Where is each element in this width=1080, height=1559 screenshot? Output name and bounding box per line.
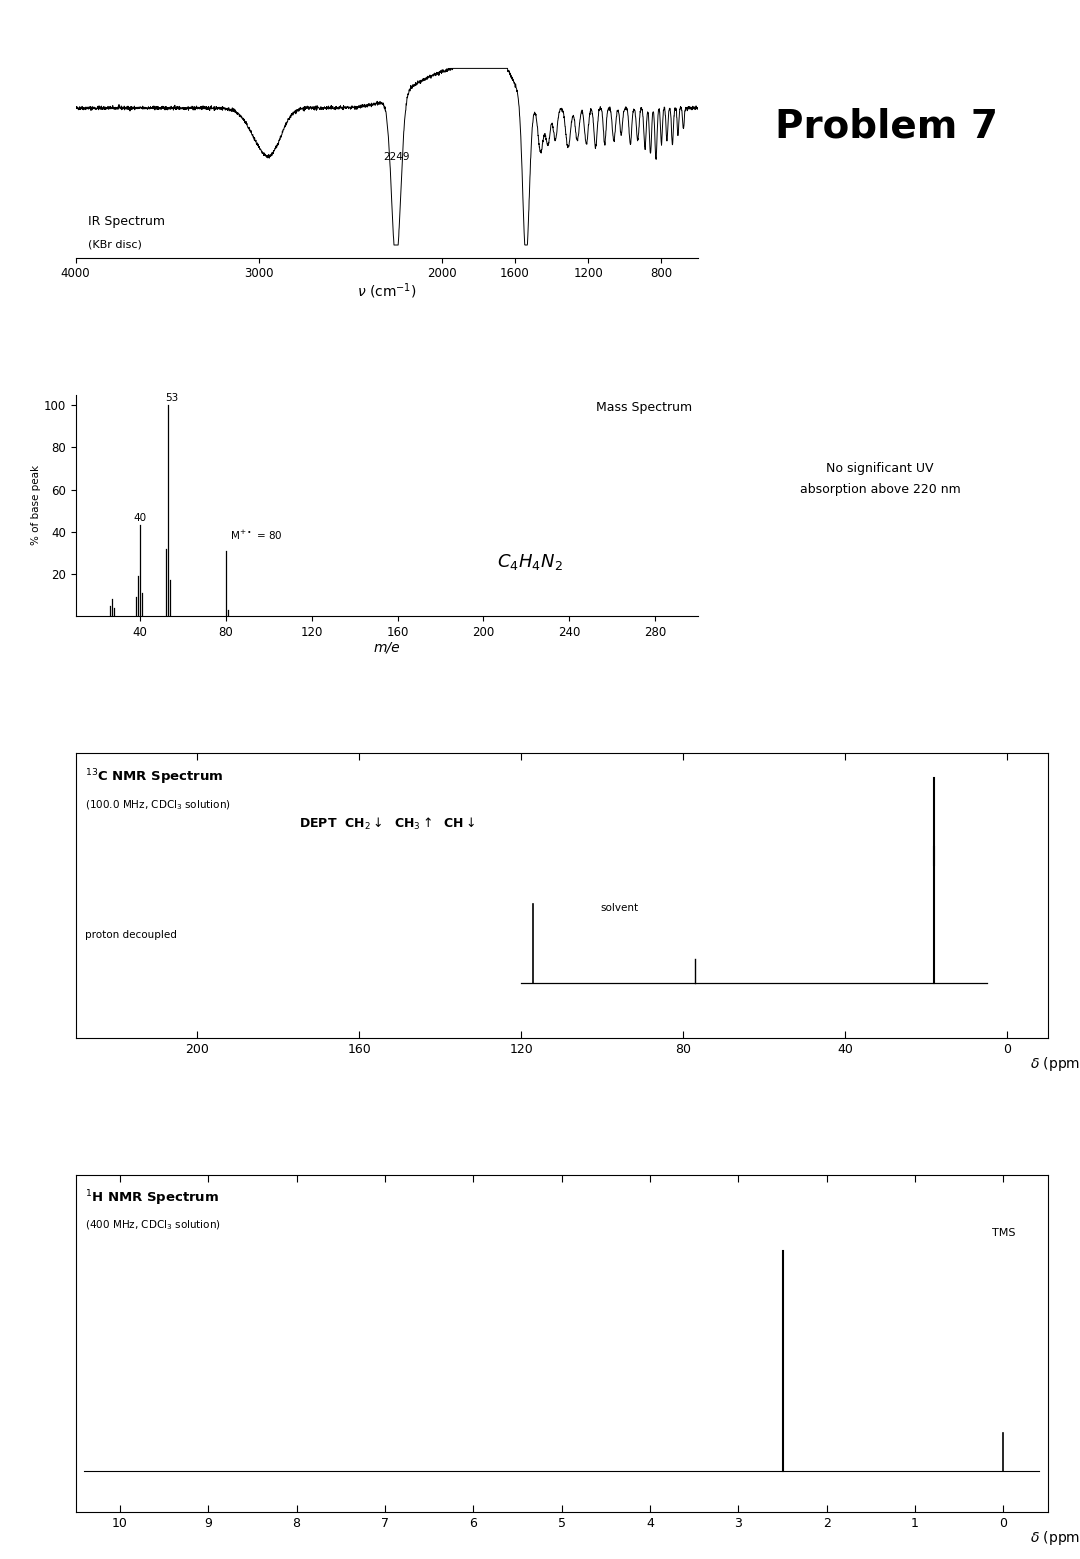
Text: $^{13}$C NMR Spectrum: $^{13}$C NMR Spectrum	[85, 767, 224, 787]
Text: Problem 7: Problem 7	[775, 108, 998, 147]
Text: M$^{+\bullet}$ = 80: M$^{+\bullet}$ = 80	[230, 529, 283, 543]
Text: 2249: 2249	[383, 153, 409, 162]
Text: C$_4$H$_4$N$_2$: C$_4$H$_4$N$_2$	[497, 552, 563, 572]
Text: DEPT  CH$_2$$\downarrow$  CH$_3$$\uparrow$  CH$\downarrow$: DEPT CH$_2$$\downarrow$ CH$_3$$\uparrow$…	[299, 815, 476, 833]
Text: 53: 53	[165, 393, 179, 404]
Text: proton decoupled: proton decoupled	[85, 931, 177, 940]
Text: TMS: TMS	[993, 1227, 1015, 1238]
Text: (100.0 MHz, CDCl$_3$ solution): (100.0 MHz, CDCl$_3$ solution)	[85, 798, 231, 812]
X-axis label: $\delta$ (ppm): $\delta$ (ppm)	[1029, 1055, 1080, 1073]
Text: (400 MHz, CDCl$_3$ solution): (400 MHz, CDCl$_3$ solution)	[85, 1219, 221, 1232]
Text: (KBr disc): (KBr disc)	[89, 239, 141, 249]
Text: IR Spectrum: IR Spectrum	[89, 215, 165, 228]
X-axis label: m/e: m/e	[374, 641, 401, 655]
Text: Mass Spectrum: Mass Spectrum	[596, 401, 692, 415]
Text: No significant UV
absorption above 220 nm: No significant UV absorption above 220 n…	[799, 461, 960, 496]
X-axis label: $\nu$ (cm$^{-1}$): $\nu$ (cm$^{-1}$)	[357, 282, 417, 301]
Text: 40: 40	[134, 513, 147, 524]
X-axis label: $\delta$ (ppm): $\delta$ (ppm)	[1029, 1529, 1080, 1547]
Y-axis label: % of base peak: % of base peak	[31, 465, 41, 546]
Text: solvent: solvent	[600, 903, 638, 912]
Text: $^1$H NMR Spectrum: $^1$H NMR Spectrum	[85, 1188, 219, 1208]
